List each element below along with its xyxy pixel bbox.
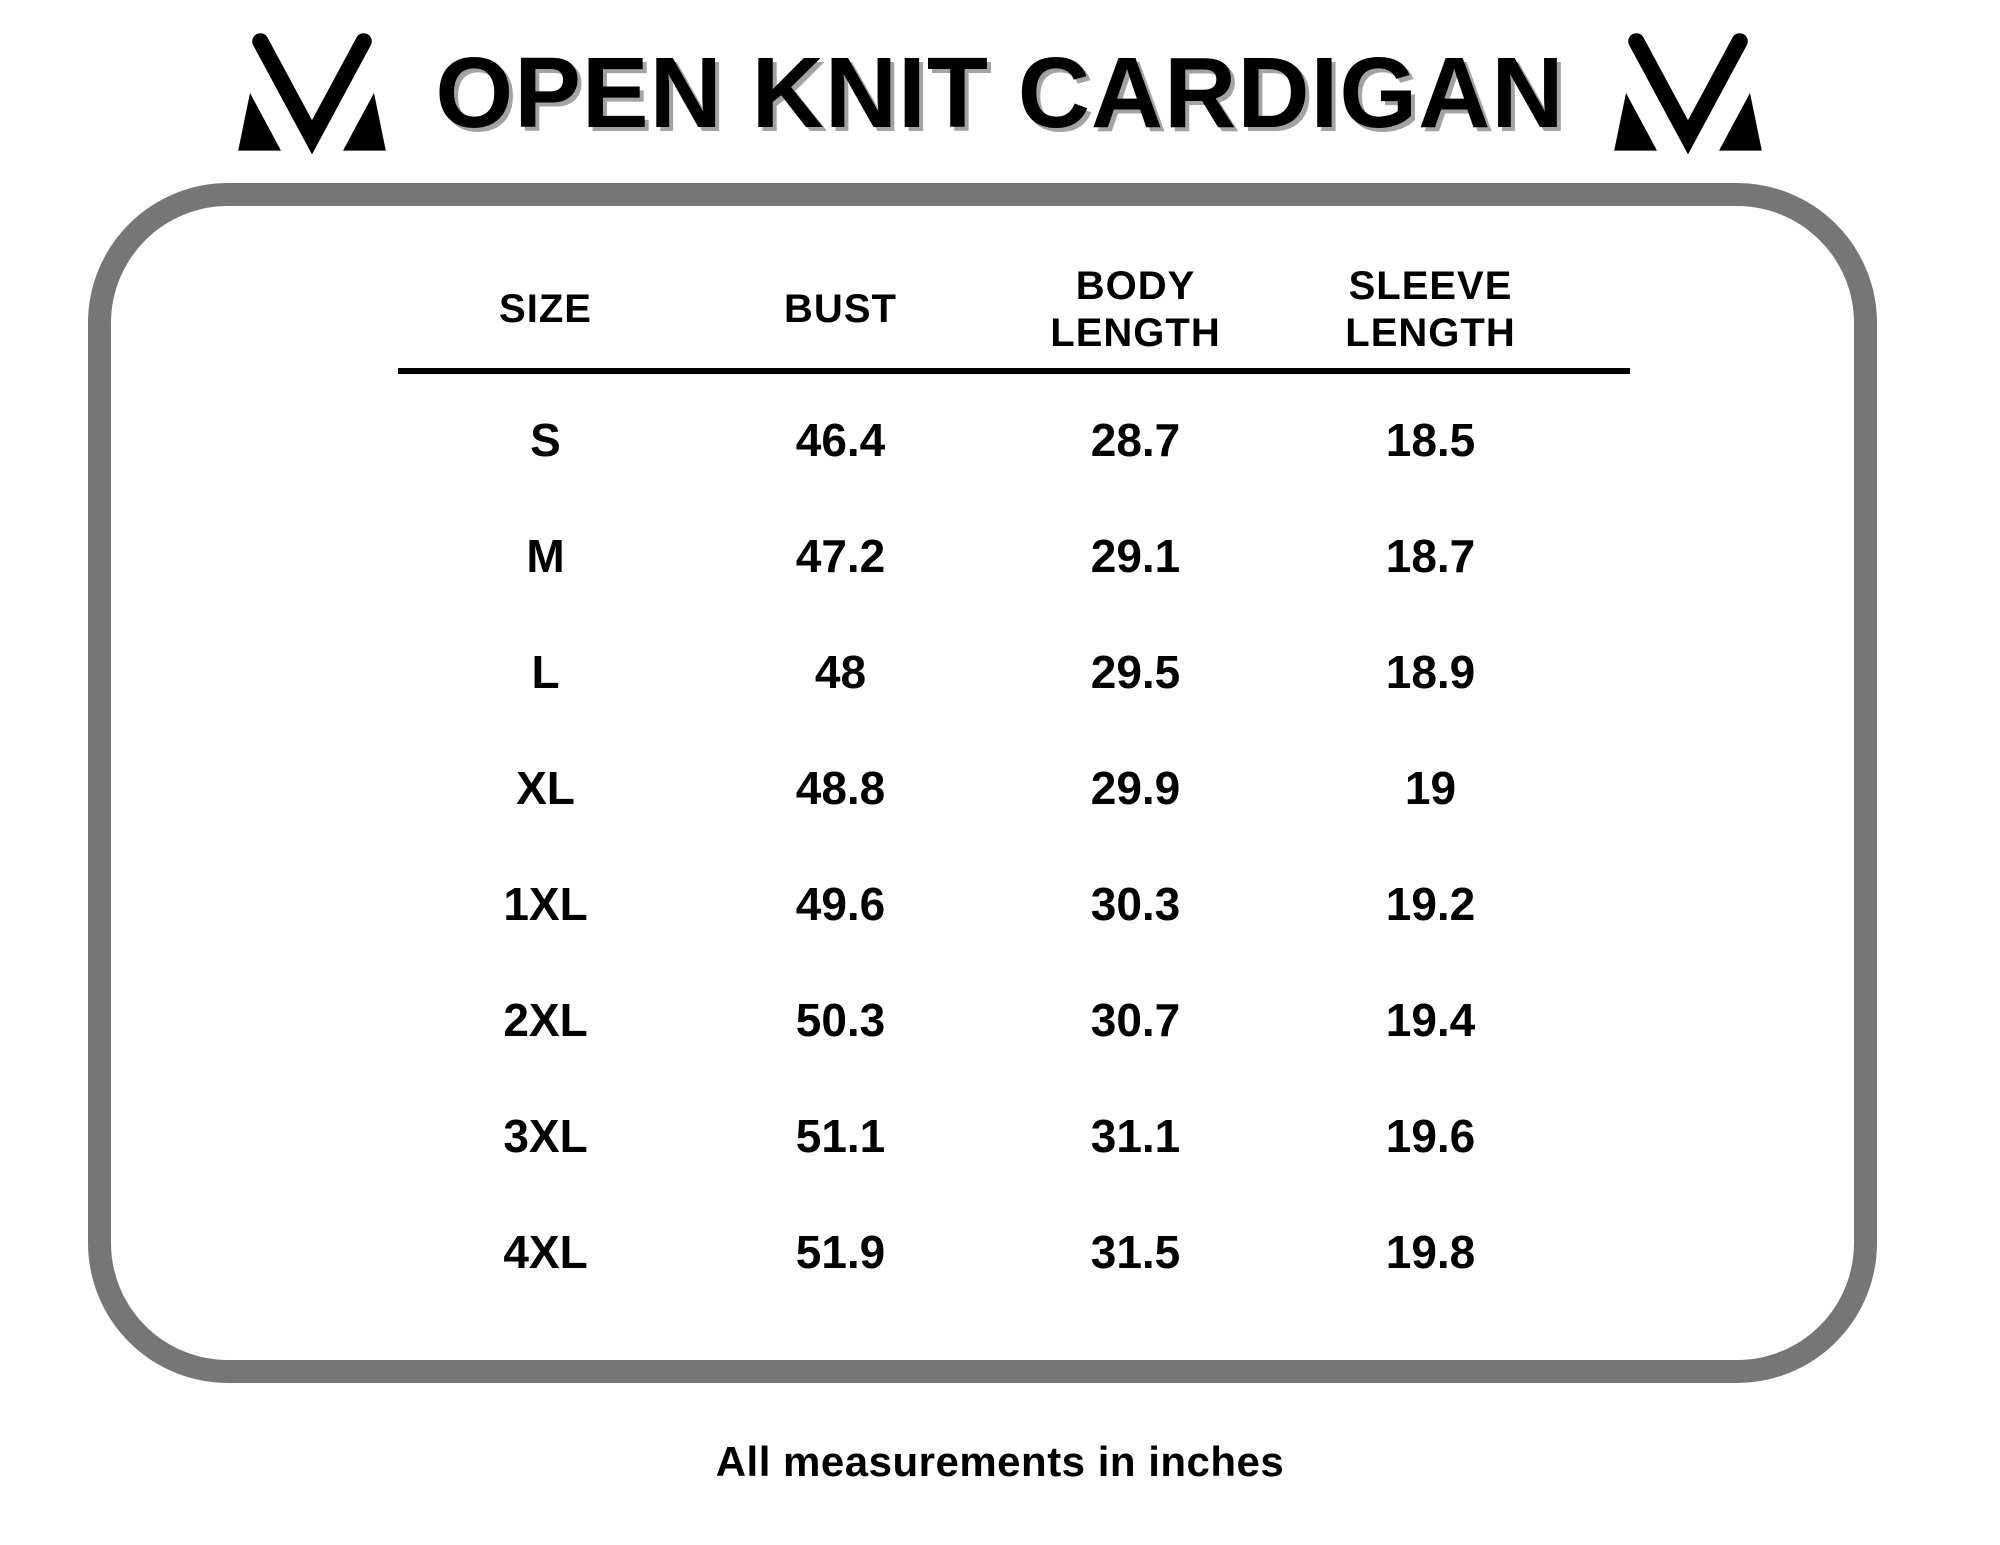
table-row-4xl: 4XL 51.9 31.5 19.8 <box>398 1194 1578 1310</box>
table-row-xl: XL 48.8 29.9 19 <box>398 730 1578 846</box>
size-cell: M <box>526 530 565 582</box>
sleeve-length-cell: 19 <box>1404 762 1457 814</box>
measurement-note: All measurements in inches <box>715 1438 1285 1485</box>
size-cell: 3XL <box>503 1110 588 1162</box>
size-cell: 4XL <box>503 1226 588 1278</box>
table-row-3xl: 3XL 51.1 31.1 19.6 <box>398 1078 1578 1194</box>
sleeve-length-cell: 18.7 <box>1385 530 1476 582</box>
column-header-body-length: BODY LENGTH <box>1050 263 1221 355</box>
bust-cell: 49.6 <box>795 878 886 930</box>
body-length-cell: 30.7 <box>1090 994 1181 1046</box>
page-title: OPEN KNIT CARDIGAN <box>435 36 1565 149</box>
table-row-s: S 46.4 28.7 18.5 <box>398 382 1578 498</box>
bust-cell: 48 <box>814 646 867 698</box>
column-header-sleeve-length: SLEEVE LENGTH <box>1345 263 1516 355</box>
table-row-l: L 48 29.5 18.9 <box>398 614 1578 730</box>
size-cell: XL <box>516 762 575 814</box>
body-length-cell: 29.9 <box>1090 762 1181 814</box>
brand-monogram-icon <box>1613 33 1762 155</box>
table-row-m: M 47.2 29.1 18.7 <box>398 498 1578 614</box>
table-row-2xl: 2XL 50.3 30.7 19.4 <box>398 962 1578 1078</box>
body-length-cell: 31.5 <box>1090 1226 1181 1278</box>
size-cell: 1XL <box>503 878 588 930</box>
size-table: SIZE BUST BODY LENGTH SLEEVE LENGTH S 46… <box>398 252 1630 1310</box>
size-cell: L <box>531 646 560 698</box>
sleeve-length-cell: 19.6 <box>1385 1110 1476 1162</box>
header-divider <box>398 368 1630 374</box>
body-length-cell: 31.1 <box>1090 1110 1181 1162</box>
sleeve-length-cell: 18.5 <box>1385 414 1476 466</box>
bust-cell: 46.4 <box>795 414 886 466</box>
header: OPEN KNIT CARDIGAN <box>0 18 2000 168</box>
body-length-cell: 29.5 <box>1090 646 1181 698</box>
body-length-cell: 30.3 <box>1090 878 1181 930</box>
table-header-row: SIZE BUST BODY LENGTH SLEEVE LENGTH <box>398 252 1578 368</box>
brand-monogram-icon <box>238 33 387 155</box>
bust-cell: 48.8 <box>795 762 886 814</box>
bust-cell: 47.2 <box>795 530 886 582</box>
body-length-cell: 29.1 <box>1090 530 1181 582</box>
bust-cell: 50.3 <box>795 994 886 1046</box>
size-chart-panel: SIZE BUST BODY LENGTH SLEEVE LENGTH S 46… <box>88 183 1877 1383</box>
bust-cell: 51.1 <box>795 1110 886 1162</box>
sleeve-length-cell: 18.9 <box>1385 646 1476 698</box>
table-body: S 46.4 28.7 18.5 M 47.2 29.1 18.7 L 48 2… <box>398 374 1630 1310</box>
sleeve-length-cell: 19.2 <box>1385 878 1476 930</box>
table-row-1xl: 1XL 49.6 30.3 19.2 <box>398 846 1578 962</box>
bust-cell: 51.9 <box>795 1226 886 1278</box>
body-length-cell: 28.7 <box>1090 414 1181 466</box>
size-cell: 2XL <box>503 994 588 1046</box>
column-header-bust: BUST <box>784 287 897 332</box>
column-header-size: SIZE <box>499 287 592 332</box>
sleeve-length-cell: 19.4 <box>1385 994 1476 1046</box>
size-cell: S <box>530 414 561 466</box>
sleeve-length-cell: 19.8 <box>1385 1226 1476 1278</box>
